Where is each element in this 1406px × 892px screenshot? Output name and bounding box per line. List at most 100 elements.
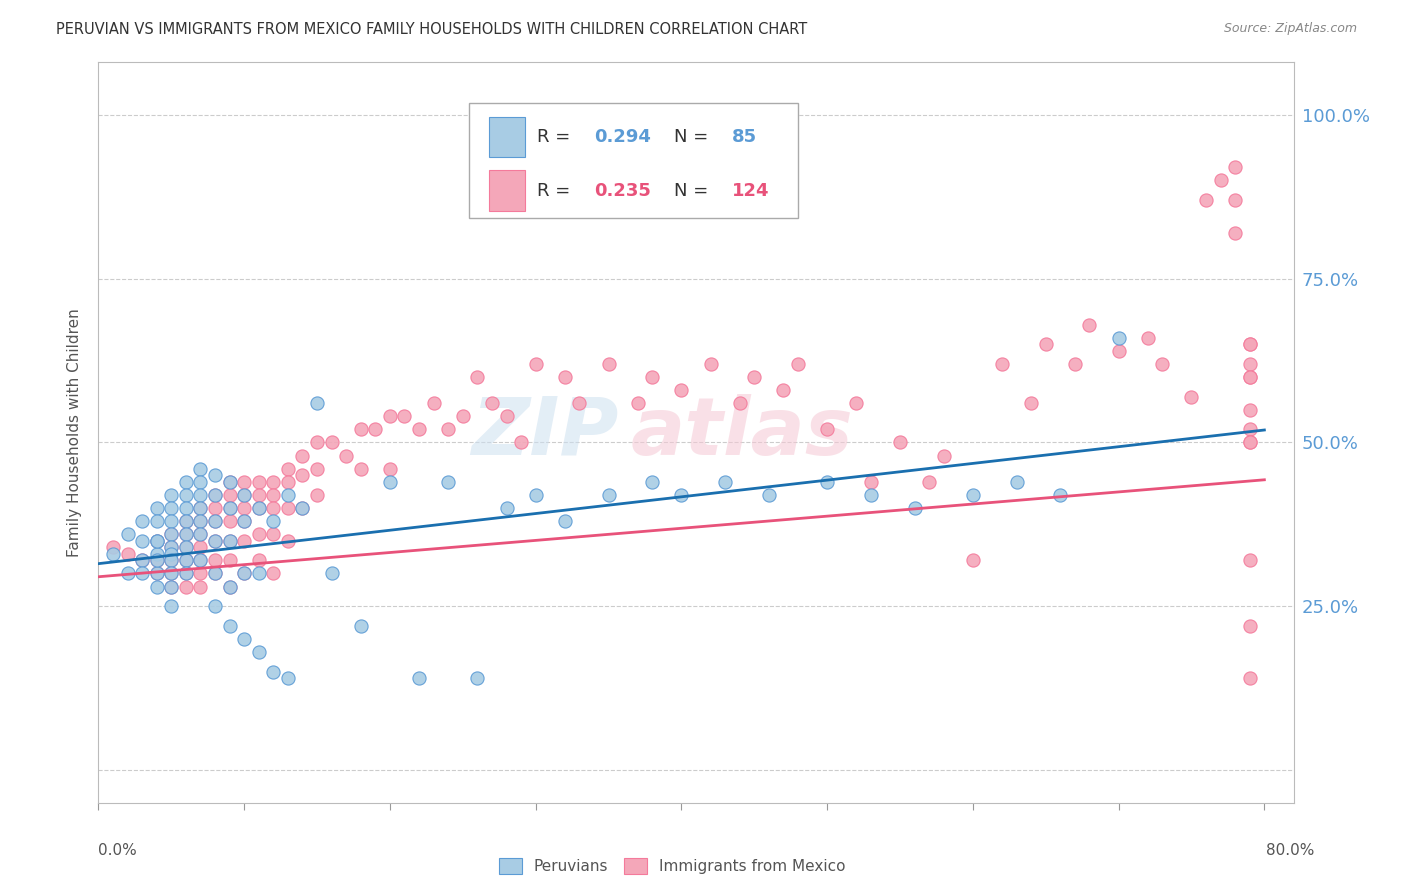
Point: [174, 566, 197, 581]
Y-axis label: Family Households with Children: Family Households with Children: [67, 309, 83, 557]
Bar: [489, 170, 524, 211]
FancyBboxPatch shape: [470, 103, 797, 218]
Point: [160, 553, 183, 567]
Point: [190, 553, 212, 567]
Point: [145, 533, 167, 548]
Point: [1225, 226, 1247, 240]
Point: [262, 566, 284, 581]
Point: [204, 533, 226, 548]
Point: [218, 553, 240, 567]
Point: [742, 370, 765, 384]
Point: [190, 566, 212, 581]
Point: [174, 514, 197, 528]
Point: [204, 488, 226, 502]
Point: [627, 396, 650, 410]
Point: [160, 500, 183, 515]
Point: [174, 580, 197, 594]
Point: [145, 533, 167, 548]
Point: [321, 566, 343, 581]
Point: [145, 553, 167, 567]
Text: 0.294: 0.294: [595, 128, 651, 146]
Point: [262, 665, 284, 679]
Point: [932, 449, 955, 463]
Point: [1180, 390, 1202, 404]
Point: [1152, 357, 1174, 371]
Point: [160, 527, 183, 541]
Point: [1195, 193, 1218, 207]
Point: [815, 422, 838, 436]
Point: [758, 488, 780, 502]
Point: [378, 461, 401, 475]
Point: [1239, 402, 1261, 417]
Point: [218, 475, 240, 489]
Point: [190, 527, 212, 541]
Point: [1035, 337, 1057, 351]
Point: [1239, 337, 1261, 351]
Point: [277, 461, 299, 475]
Point: [671, 383, 693, 397]
Point: [510, 435, 533, 450]
Text: R =: R =: [537, 182, 576, 200]
Point: [291, 500, 314, 515]
Point: [233, 488, 256, 502]
Point: [815, 475, 838, 489]
Point: [131, 533, 153, 548]
Point: [262, 475, 284, 489]
Point: [350, 619, 373, 633]
Point: [1239, 370, 1261, 384]
Point: [101, 541, 124, 555]
Point: [859, 475, 882, 489]
Point: [233, 566, 256, 581]
Point: [247, 500, 270, 515]
Point: [174, 553, 197, 567]
Point: [305, 461, 328, 475]
Point: [204, 514, 226, 528]
Point: [277, 488, 299, 502]
Point: [174, 527, 197, 541]
Point: [190, 500, 212, 515]
Point: [305, 435, 328, 450]
Point: [247, 527, 270, 541]
Point: [233, 514, 256, 528]
Point: [1136, 330, 1159, 344]
Point: [728, 396, 751, 410]
Text: 0.0%: 0.0%: [98, 843, 138, 858]
Point: [1225, 161, 1247, 175]
Point: [1239, 435, 1261, 450]
Point: [321, 435, 343, 450]
Point: [641, 370, 664, 384]
Text: 85: 85: [733, 128, 756, 146]
Point: [204, 514, 226, 528]
Point: [1239, 435, 1261, 450]
Point: [1019, 396, 1042, 410]
Point: [204, 553, 226, 567]
Point: [160, 514, 183, 528]
Point: [190, 500, 212, 515]
Point: [277, 671, 299, 685]
Point: [277, 475, 299, 489]
Point: [671, 488, 693, 502]
Point: [305, 396, 328, 410]
Point: [554, 370, 576, 384]
Text: 124: 124: [733, 182, 769, 200]
Point: [962, 488, 984, 502]
Point: [233, 488, 256, 502]
Point: [190, 488, 212, 502]
Point: [291, 468, 314, 483]
Point: [174, 541, 197, 555]
Point: [378, 409, 401, 424]
Point: [1078, 318, 1101, 332]
Point: [233, 475, 256, 489]
Point: [1108, 343, 1130, 358]
Point: [291, 449, 314, 463]
Point: [1239, 619, 1261, 633]
Point: [190, 541, 212, 555]
Point: [190, 514, 212, 528]
Point: [174, 475, 197, 489]
Text: PERUVIAN VS IMMIGRANTS FROM MEXICO FAMILY HOUSEHOLDS WITH CHILDREN CORRELATION C: PERUVIAN VS IMMIGRANTS FROM MEXICO FAMIL…: [56, 22, 807, 37]
Point: [190, 461, 212, 475]
Point: [160, 566, 183, 581]
Point: [1239, 422, 1261, 436]
Point: [145, 547, 167, 561]
Point: [160, 566, 183, 581]
